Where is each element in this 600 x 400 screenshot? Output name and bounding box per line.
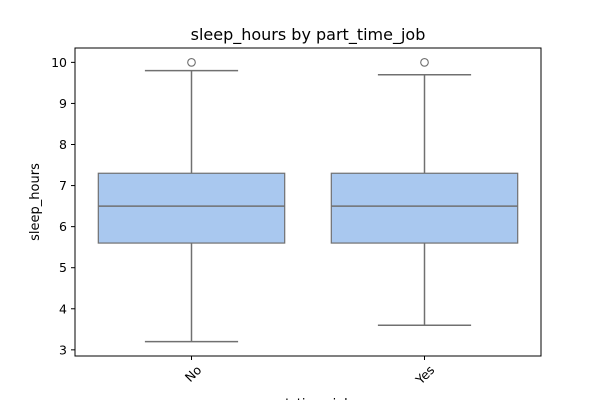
- y-tick-label: 7: [59, 178, 67, 193]
- y-tick-label: 8: [59, 137, 67, 152]
- y-tick-label: 4: [59, 301, 67, 316]
- y-tick-label: 3: [59, 342, 67, 357]
- x-tick-label-no: No: [182, 362, 205, 385]
- outlier-point: [187, 58, 196, 67]
- y-tick-label: 5: [59, 260, 67, 275]
- iqr-box: [97, 172, 286, 244]
- y-axis: 3 4 5 6 7 8 9 10: [51, 55, 75, 357]
- plot-frame: [74, 47, 542, 357]
- box-no: [97, 58, 286, 343]
- chart-title: sleep_hours by part_time_job: [191, 25, 426, 45]
- y-tick-label: 9: [59, 96, 67, 111]
- outlier-point: [420, 58, 429, 67]
- x-axis: No Yes: [182, 356, 438, 388]
- y-tick-label: 10: [51, 55, 67, 70]
- x-tick-label-yes: Yes: [412, 362, 438, 388]
- box-yes: [330, 58, 519, 326]
- y-tick-label: 6: [59, 219, 67, 234]
- y-axis-label: sleep_hours: [28, 163, 43, 241]
- plot-area: [97, 58, 519, 343]
- x-axis-label: part_time_job: [264, 397, 353, 400]
- iqr-box: [330, 172, 519, 244]
